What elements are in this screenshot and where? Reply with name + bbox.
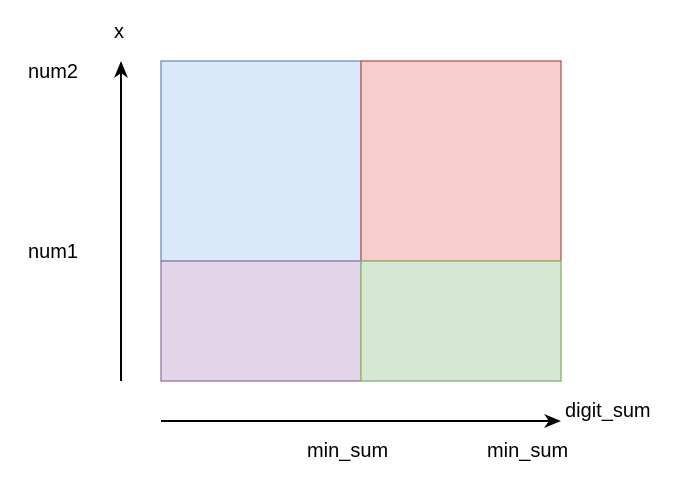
region-bottom-left xyxy=(160,260,362,382)
y-tick-label-num2: num2 xyxy=(28,61,79,83)
y-axis-label: x xyxy=(114,21,124,43)
x-tick-label-min-sum-2: min_sum xyxy=(487,440,569,462)
region-bottom-right xyxy=(360,260,562,382)
y-tick-label-num1: num1 xyxy=(28,241,79,263)
x-axis-arrowhead xyxy=(544,414,561,428)
region-top-left xyxy=(160,60,362,262)
y-axis-arrowhead xyxy=(114,61,128,78)
x-axis-label: digit_sum xyxy=(565,400,651,422)
x-tick-label-min-sum-1: min_sum xyxy=(307,440,389,462)
region-top-right xyxy=(360,60,562,262)
